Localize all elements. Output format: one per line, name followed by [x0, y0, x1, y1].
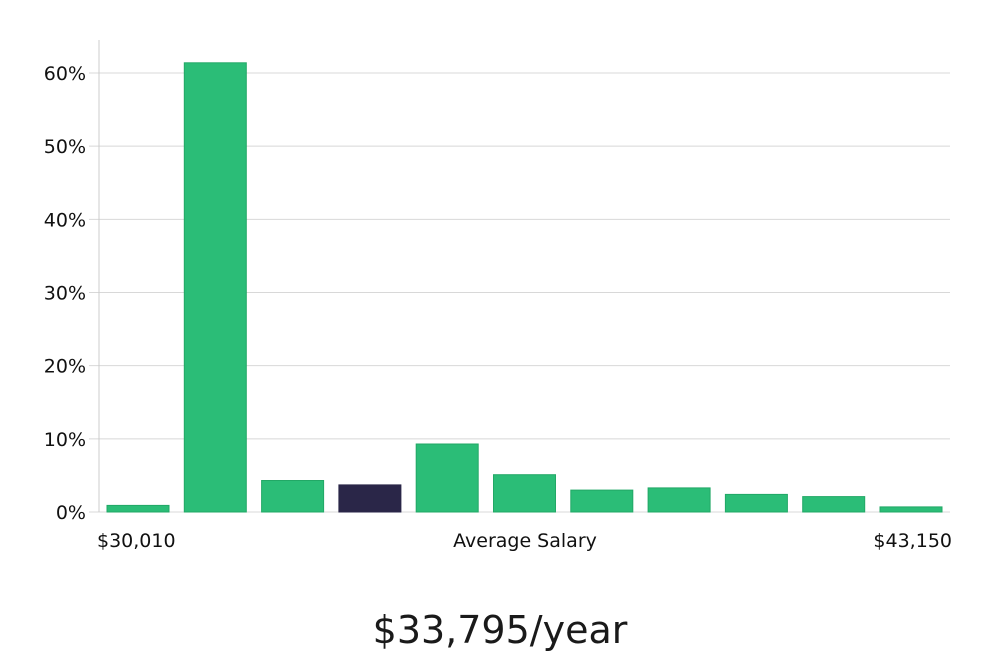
histogram-bars — [106, 62, 943, 513]
bar — [879, 506, 943, 513]
y-tick-label: 0% — [56, 502, 86, 524]
x-min-label: $30,010 — [97, 530, 176, 552]
bar — [183, 62, 247, 513]
y-axis-tick-labels: 0% 10% 20% 30% 40% 50% 60% — [44, 63, 86, 524]
bar — [415, 443, 479, 513]
y-tick-label: 20% — [44, 356, 86, 378]
bar — [493, 474, 556, 513]
average-salary-value: $33,795/year — [372, 608, 628, 652]
y-tick-label: 30% — [44, 283, 86, 305]
bar — [570, 489, 634, 513]
bar-highlighted — [338, 484, 402, 513]
bar — [647, 487, 711, 513]
y-tick-label: 60% — [44, 63, 86, 85]
salary-histogram: 0% 10% 20% 30% 40% 50% 60% $30,010 Average Sal… — [44, 40, 952, 552]
bar — [802, 496, 866, 513]
y-tick-label: 10% — [44, 429, 86, 451]
bar — [261, 480, 325, 513]
bar — [724, 493, 788, 513]
y-tick-label: 50% — [44, 136, 86, 158]
y-tick-label: 40% — [44, 209, 86, 231]
x-max-label: $43,150 — [873, 530, 952, 552]
bar — [106, 504, 170, 513]
x-axis-label: Average Salary — [453, 530, 597, 552]
